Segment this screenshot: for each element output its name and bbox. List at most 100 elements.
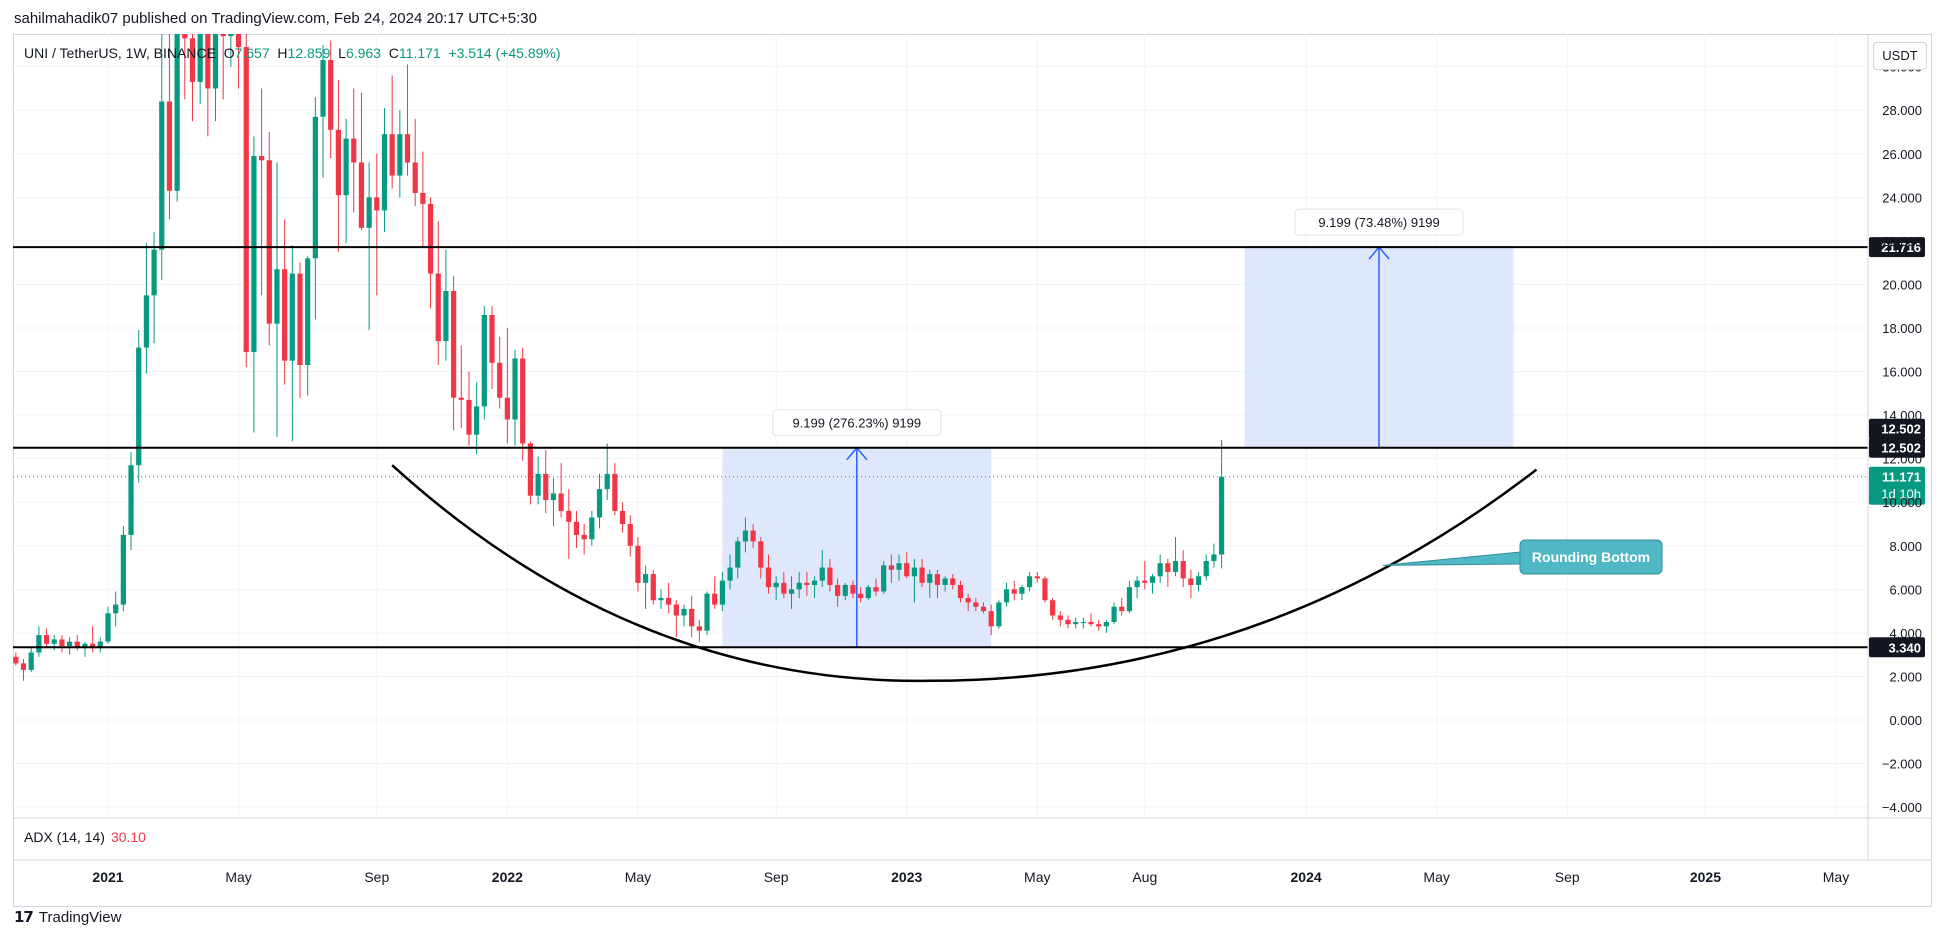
candle-body bbox=[466, 399, 472, 435]
candle-body bbox=[1180, 561, 1186, 579]
candle-body bbox=[612, 473, 618, 511]
candle-body bbox=[189, 38, 196, 82]
indicator-value: 30.10 bbox=[110, 829, 146, 845]
candle-body bbox=[159, 101, 165, 250]
candle-body bbox=[1042, 578, 1048, 601]
candle-body bbox=[635, 545, 641, 583]
candle-body bbox=[243, 47, 249, 352]
legend-close: 11.171 bbox=[398, 45, 441, 61]
candle-body bbox=[1219, 476, 1225, 555]
candle-body bbox=[151, 249, 157, 296]
callout-box bbox=[1519, 539, 1663, 575]
candle-body bbox=[374, 197, 380, 211]
candle-body bbox=[573, 521, 580, 535]
tradingview-footer[interactable]: 𝟭𝟳 TradingView bbox=[14, 908, 122, 927]
indicator-legend[interactable]: ADX (14, 14) 30.10 bbox=[24, 829, 146, 845]
candle-body bbox=[881, 565, 887, 592]
candle-body bbox=[381, 134, 388, 211]
candle-body bbox=[481, 314, 487, 407]
candle-body bbox=[90, 643, 96, 649]
candle-body bbox=[328, 60, 334, 130]
candle-body bbox=[6, 650, 11, 657]
candle-body bbox=[1050, 600, 1056, 616]
candle-body bbox=[589, 517, 595, 540]
candle-body bbox=[827, 567, 833, 585]
candle-body bbox=[220, 34, 226, 37]
candle-body bbox=[896, 563, 902, 570]
candle-body bbox=[750, 530, 756, 542]
candle-body bbox=[105, 613, 111, 642]
candle-body bbox=[1157, 563, 1163, 577]
candle-body bbox=[858, 593, 864, 599]
measure-label: 9.199 (73.48%) 9199 bbox=[1318, 215, 1439, 230]
candle-body bbox=[673, 604, 679, 616]
axes: 30.00028.00026.00024.00022.00020.00018.0… bbox=[13, 34, 1932, 885]
candle-body bbox=[136, 347, 142, 466]
candle-body bbox=[358, 162, 365, 228]
y-tick-label: 26.000 bbox=[1882, 147, 1922, 162]
candle-body bbox=[1088, 622, 1094, 625]
candle-body bbox=[643, 574, 649, 583]
footer-brand: TradingView bbox=[38, 908, 122, 926]
candle-body bbox=[389, 134, 395, 176]
candle-body bbox=[727, 567, 733, 581]
level-price-label: 12.502 bbox=[1881, 441, 1921, 456]
candle-body bbox=[36, 635, 42, 653]
candle-body bbox=[1172, 561, 1179, 572]
y-tick-label: 12.000 bbox=[1882, 452, 1922, 467]
candle-body bbox=[1134, 580, 1140, 588]
price-label: 12.502 bbox=[1881, 422, 1921, 437]
candle-body bbox=[1126, 587, 1133, 612]
x-tick-label: 2022 bbox=[492, 869, 523, 885]
currency-button[interactable]: USDT bbox=[1873, 42, 1927, 70]
candle-body bbox=[796, 582, 802, 590]
candle-body bbox=[1119, 606, 1125, 612]
candle-body bbox=[443, 290, 449, 342]
candle-body bbox=[458, 397, 464, 400]
candle-body bbox=[850, 584, 856, 594]
candle-body bbox=[842, 584, 848, 596]
chart-legend: UNI / TetherUS, 1W, BINANCE O7.657 H12.8… bbox=[24, 45, 561, 61]
price-label-box bbox=[1869, 418, 1925, 439]
candle-body bbox=[67, 641, 73, 646]
candle-body bbox=[550, 493, 557, 501]
candle-body bbox=[742, 530, 749, 542]
candle-body bbox=[74, 641, 80, 649]
y-tick-label: 24.000 bbox=[1882, 190, 1922, 205]
horizontal-levels: 21.716 12.502 3.340 12.502 11.171 1d 10h bbox=[13, 237, 1925, 658]
candle-body bbox=[128, 465, 134, 535]
candle-body bbox=[59, 639, 65, 646]
candle-body bbox=[988, 611, 994, 627]
candle-body bbox=[666, 598, 672, 605]
x-tick-label: May bbox=[625, 869, 651, 885]
candle-body bbox=[1034, 576, 1040, 579]
candle-body bbox=[996, 602, 1002, 627]
candle-body bbox=[120, 534, 126, 605]
candle-body bbox=[1165, 563, 1171, 572]
candle-body bbox=[704, 593, 710, 631]
candle-body bbox=[804, 582, 810, 585]
candle-body bbox=[1073, 622, 1079, 625]
y-tick-label: −4.000 bbox=[1882, 800, 1922, 815]
overlays: Rounding Bottom bbox=[391, 464, 1663, 683]
candle-body bbox=[282, 269, 288, 361]
candle-body bbox=[251, 155, 257, 352]
legend-high: 12.859 bbox=[287, 45, 331, 61]
candle-body bbox=[919, 567, 925, 583]
candle-body bbox=[681, 608, 687, 616]
candle-body bbox=[51, 639, 57, 644]
candle-body bbox=[942, 578, 948, 585]
candles bbox=[6, 34, 1225, 681]
candle-body bbox=[927, 574, 933, 583]
candle-body bbox=[566, 510, 572, 522]
candle-body bbox=[1195, 576, 1202, 585]
level-price-label-box bbox=[1869, 237, 1925, 258]
y-tick-label: −2.000 bbox=[1882, 757, 1922, 772]
candle-body bbox=[1188, 578, 1194, 585]
candle-body bbox=[312, 116, 318, 259]
candle-body bbox=[558, 493, 564, 511]
candle-body bbox=[865, 587, 871, 599]
candle-body bbox=[873, 587, 879, 592]
candle-body bbox=[1065, 619, 1071, 625]
